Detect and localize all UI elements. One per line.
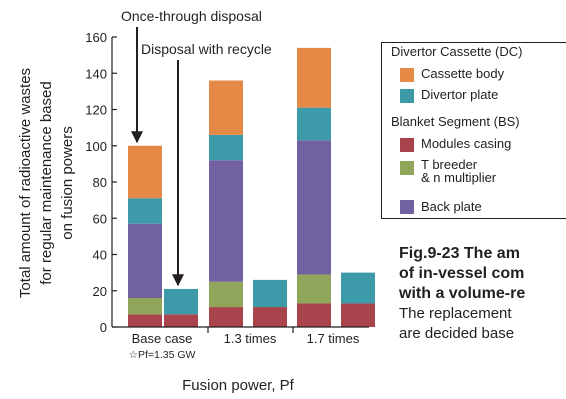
- legend-label-t-breeder-line2: & n multiplier: [421, 170, 497, 185]
- legend-group-title-dc: Divertor Cassette (DC): [391, 44, 523, 59]
- legend-swatch-modules-casing: [400, 138, 414, 152]
- y-axis-title-line: Total amount of radioactive wastes: [17, 68, 34, 298]
- bar-segment: [297, 274, 331, 304]
- figure-caption: Fig.9-23 The am of in-vessel com with a …: [399, 244, 566, 344]
- bar-segment: [209, 307, 243, 327]
- y-tick-label: 100: [85, 139, 107, 154]
- legend-swatch-divertor-plate: [400, 89, 414, 103]
- legend-label-cassette-body: Cassette body: [421, 66, 505, 81]
- caption-line-4: The replacement: [399, 305, 512, 322]
- bar-segment: [164, 288, 198, 315]
- x-axis-title: Fusion power, Pf: [182, 377, 295, 394]
- bar-segment: [128, 223, 162, 298]
- bar-segment: [128, 145, 162, 199]
- y-tick-label: 20: [93, 284, 107, 299]
- bar-segment: [164, 314, 198, 327]
- annotation-disposal-with-recycle: Disposal with recycle: [141, 41, 272, 57]
- x-category-label: 1.3 times: [224, 331, 277, 346]
- bar-segment: [297, 140, 331, 275]
- annotation-once-through: Once-through disposal: [121, 8, 262, 24]
- y-tick-label: 160: [85, 30, 107, 45]
- bar-segment: [209, 80, 243, 135]
- legend-label-t-breeder-line1: T breeder: [421, 157, 478, 172]
- legend-label-modules-casing: Modules casing: [421, 136, 512, 151]
- y-tick-label: 60: [93, 211, 107, 226]
- x-category-label: Base case: [132, 331, 193, 346]
- legend-swatch-t-breeder: [400, 161, 414, 175]
- bar-segment: [341, 272, 375, 304]
- bar-segment: [297, 303, 331, 327]
- y-tick-label: 140: [85, 66, 107, 81]
- y-axis-title-line: for regular maintenance based: [38, 81, 55, 284]
- bar-segment: [297, 47, 331, 108]
- legend-label-divertor-plate: Divertor plate: [421, 87, 499, 102]
- legend-label-back-plate: Back plate: [421, 199, 482, 214]
- bar-segment: [128, 198, 162, 224]
- caption-line-3: with a volume-re: [399, 285, 526, 302]
- legend: Divertor Cassette (DC) Cassette body Div…: [381, 42, 566, 219]
- legend-swatch-back-plate: [400, 200, 414, 214]
- y-tick-label: 0: [100, 320, 107, 335]
- x-category-label: 1.7 times: [307, 331, 360, 346]
- y-tick-label: 120: [85, 103, 107, 118]
- x-category-sublabel: ☆Pf=1.35 GW: [129, 349, 196, 361]
- bar-segment: [253, 307, 287, 327]
- y-tick-label: 40: [93, 248, 107, 263]
- legend-group-title-bs: Blanket Segment (BS): [391, 114, 520, 129]
- bar-segment: [209, 134, 243, 161]
- bar-segment: [253, 279, 287, 308]
- bar-segment: [297, 107, 331, 141]
- caption-line-2: of in-vessel com: [399, 265, 525, 282]
- caption-line-5: are decided base: [399, 325, 515, 342]
- bar-segment: [128, 298, 162, 315]
- bar-segment: [128, 314, 162, 327]
- bar-segment: [209, 281, 243, 308]
- caption-line-1: Fig.9-23 The am: [399, 245, 520, 262]
- y-tick-label: 80: [93, 175, 107, 190]
- legend-swatch-cassette-body: [400, 68, 414, 82]
- y-axis-title-line: on fusion powers: [59, 126, 76, 239]
- bar-segment: [209, 160, 243, 282]
- bar-segment: [341, 303, 375, 327]
